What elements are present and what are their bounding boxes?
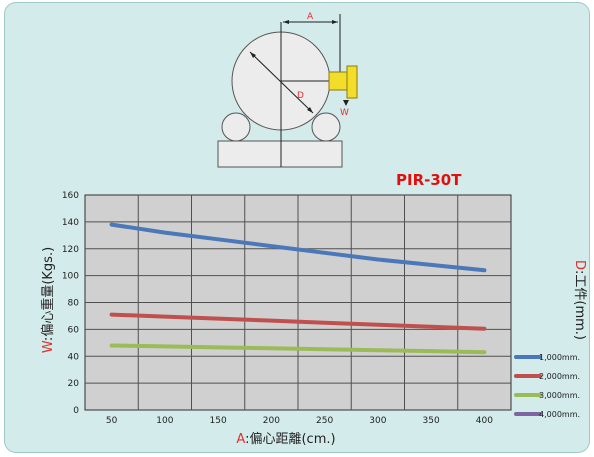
right-axis-label-text: :工件(mm.) bbox=[572, 270, 587, 340]
model-title: PIR-30T bbox=[396, 171, 462, 189]
series-line bbox=[109, 222, 487, 273]
weight-arrow bbox=[343, 100, 349, 106]
y-axis-label: W:偏心重量(Kgs.) bbox=[40, 247, 56, 353]
x-axis-label-text: :偏心距離(cm.) bbox=[245, 432, 335, 447]
y-tick-label: 0 bbox=[73, 406, 79, 416]
right-axis-label-prefix: D bbox=[572, 260, 587, 270]
legend-label: 4,000mm. bbox=[539, 410, 580, 419]
dim-d-line bbox=[249, 51, 314, 114]
y-axis-label-text: :偏心重量(Kgs.) bbox=[40, 247, 56, 341]
x-tick-label: 250 bbox=[316, 416, 333, 426]
x-axis-label-prefix: A bbox=[236, 432, 245, 447]
x-tick-label: 350 bbox=[423, 416, 440, 426]
legend-label: 2,000mm. bbox=[539, 372, 580, 381]
y-tick-labels: 0 20 40 60 80 100 120 140 160 bbox=[62, 191, 79, 416]
right-axis-label: D:工件(mm.) bbox=[572, 260, 587, 340]
y-tick-label: 120 bbox=[62, 245, 79, 255]
grid-lines bbox=[85, 195, 511, 410]
y-axis-label-prefix: W bbox=[41, 340, 56, 353]
roller-left bbox=[221, 112, 251, 142]
weight-flange bbox=[346, 65, 358, 99]
y-tick-label: 40 bbox=[68, 352, 80, 362]
x-tick-label: 150 bbox=[210, 416, 227, 426]
roller-right bbox=[311, 112, 341, 142]
series-lines bbox=[109, 222, 487, 355]
label-w: W bbox=[340, 108, 349, 118]
x-tick-labels: 50 100 150 200 250 300 350 400 bbox=[106, 416, 493, 426]
x-axis-label: A:偏心距離(cm.) bbox=[236, 432, 335, 447]
x-tick-label: 50 bbox=[106, 416, 118, 426]
y-tick-label: 160 bbox=[62, 191, 79, 201]
series-line bbox=[109, 312, 487, 331]
legend: 1,000mm. 2,000mm. 3,000mm. 4,000mm. bbox=[514, 353, 580, 419]
legend-label: 1,000mm. bbox=[539, 353, 580, 362]
x-tick-label: 400 bbox=[476, 416, 493, 426]
eccentric-diagram: A D W bbox=[217, 12, 358, 168]
x-tick-label: 200 bbox=[263, 416, 280, 426]
weight-block bbox=[328, 71, 348, 91]
dim-a-arrow-right bbox=[332, 20, 338, 24]
dim-d-arrow-top bbox=[250, 52, 256, 58]
dim-a-arrow-left bbox=[283, 20, 289, 24]
dim-d-arrow-bottom bbox=[307, 107, 313, 113]
legend-label: 3,000mm. bbox=[539, 391, 580, 400]
x-tick-label: 100 bbox=[156, 416, 173, 426]
label-a: A bbox=[307, 12, 314, 22]
y-tick-label: 20 bbox=[68, 379, 80, 389]
y-tick-label: 100 bbox=[62, 272, 79, 282]
x-tick-label: 300 bbox=[369, 416, 386, 426]
base-block bbox=[217, 140, 343, 168]
series-line bbox=[109, 343, 487, 355]
label-d: D bbox=[297, 91, 304, 101]
y-tick-label: 60 bbox=[68, 325, 80, 335]
y-tick-label: 80 bbox=[68, 299, 80, 309]
y-tick-label: 140 bbox=[62, 218, 79, 228]
